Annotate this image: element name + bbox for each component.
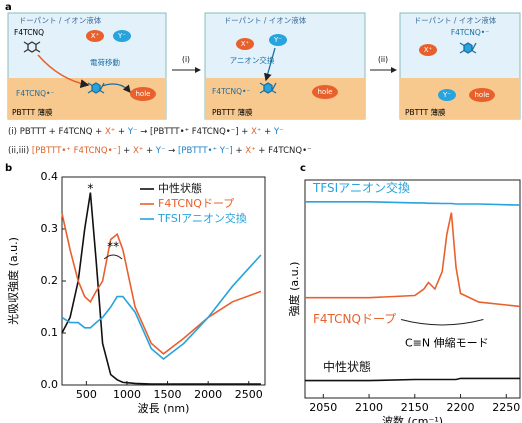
equation-part: → xyxy=(165,146,178,156)
box-title: ドーパント / イオン液体 xyxy=(224,15,307,25)
series-line xyxy=(305,213,520,307)
label: アニオン交換 xyxy=(230,55,275,65)
legend-label: TFSIアニオン交換 xyxy=(157,211,247,225)
y-tick-label: 0.1 xyxy=(41,326,59,339)
panel-label: a xyxy=(5,2,12,13)
series-line xyxy=(62,213,261,353)
series-line xyxy=(305,202,520,205)
equation-part: + F4TCNQ•⁻ xyxy=(256,146,312,156)
y-axis-label: 強度 (a.u.) xyxy=(287,262,301,317)
equation-part: + xyxy=(120,146,133,156)
equation: (ii,iii) [PBTTT•⁺ F4TCNQ•⁻] + X⁺ + Y⁻ → … xyxy=(8,146,312,156)
label: 電荷移動 xyxy=(90,57,120,67)
label: X⁺ xyxy=(241,40,250,48)
label: F4TCNQ•⁻ xyxy=(212,87,250,96)
equation-part: [PBTTT•⁺ F4TCNQ•⁻] xyxy=(32,146,121,156)
label: PBTTT 薄膜 xyxy=(12,107,53,117)
box-title: ドーパント / イオン液体 xyxy=(19,15,102,25)
arrow-label: (ii) xyxy=(378,55,388,64)
equation-part: X⁺ xyxy=(105,127,115,137)
series-line xyxy=(62,255,261,359)
arrow-label: (i) xyxy=(182,55,190,64)
equation-part: → [PBTTT•⁺ F4TCNQ•⁻] + xyxy=(138,127,252,137)
x-tick-label: 1000 xyxy=(113,388,141,401)
annotation: * xyxy=(87,182,93,196)
x-tick-label: 1500 xyxy=(154,388,182,401)
x-tick-label: 2100 xyxy=(355,401,383,414)
legend-label: 中性状態 xyxy=(158,181,202,195)
label: X⁺ xyxy=(91,32,100,40)
label: hole xyxy=(136,90,151,98)
legend-label: F4TCNQドープ xyxy=(158,197,234,210)
equation-part: + xyxy=(261,127,274,137)
equation-part: X⁺ xyxy=(251,127,261,137)
label: Y⁻ xyxy=(117,32,126,40)
annotation: C≡N 伸縮モード xyxy=(405,336,489,350)
x-tick-label: 2000 xyxy=(194,388,222,401)
annotation: ** xyxy=(107,240,119,254)
panel-label: c xyxy=(300,163,306,174)
equation-part: (i) PBTTT + F4TCNQ + xyxy=(8,127,105,137)
y-tick-label: 0.2 xyxy=(41,274,59,287)
x-tick-label: 2500 xyxy=(235,388,263,401)
label: X⁺ xyxy=(424,46,433,54)
series-line xyxy=(305,378,520,380)
y-tick-label: 0.4 xyxy=(41,170,59,183)
x-axis-label: 波数 (cm⁻¹) xyxy=(382,415,443,423)
equation-part: X⁺ xyxy=(133,146,143,156)
x-axis-label: 波長 (nm) xyxy=(138,402,190,415)
equation: (i) PBTTT + F4TCNQ + X⁺ + Y⁻ → [PBTTT•⁺ … xyxy=(8,127,284,137)
equation-part: Y⁻ xyxy=(155,146,166,156)
x-tick-label: 2050 xyxy=(309,401,337,414)
x-tick-label: 2250 xyxy=(492,401,520,414)
series-label: F4TCNQドープ xyxy=(313,312,396,326)
series-label: 中性状態 xyxy=(323,359,371,374)
series-label: TFSIアニオン交換 xyxy=(312,180,410,195)
y-axis-label: 光吸収強度 (a.u.) xyxy=(6,237,20,325)
y-tick-label: 0.3 xyxy=(41,222,59,235)
x-tick-label: 2200 xyxy=(447,401,475,414)
label: F4TCNQ xyxy=(14,28,44,37)
equation-part: + xyxy=(233,146,246,156)
label: Y⁻ xyxy=(273,36,282,44)
label: F4TCNQ•⁻ xyxy=(451,28,489,37)
x-tick-label: 500 xyxy=(76,388,97,401)
label: hole xyxy=(318,88,333,96)
y-tick-label: 0.0 xyxy=(41,378,59,391)
label: F4TCNQ•⁻ xyxy=(16,89,54,98)
equation-part: (ii,iii) xyxy=(8,146,32,156)
label: PBTTT 薄膜 xyxy=(212,107,253,117)
x-tick-label: 2150 xyxy=(401,401,429,414)
label: Y⁻ xyxy=(442,91,451,99)
equation-part: [PBTTT•⁺ Y⁻] xyxy=(178,146,233,156)
bracket xyxy=(401,320,483,325)
equation-part: + xyxy=(115,127,128,137)
box-title: ドーパント / イオン液体 xyxy=(414,15,497,25)
equation-part: X⁺ xyxy=(245,146,255,156)
equation-part: + xyxy=(143,146,156,156)
panel-label: b xyxy=(5,163,12,174)
equation-part: Y⁻ xyxy=(273,127,284,137)
figure: a ドーパント / イオン液体 F4TCNQ X⁺ Y⁻ 電荷移動 F4TCNQ… xyxy=(0,0,522,423)
equation-part: Y⁻ xyxy=(127,127,138,137)
label: PBTTT 薄膜 xyxy=(405,107,446,117)
label: hole xyxy=(475,91,490,99)
